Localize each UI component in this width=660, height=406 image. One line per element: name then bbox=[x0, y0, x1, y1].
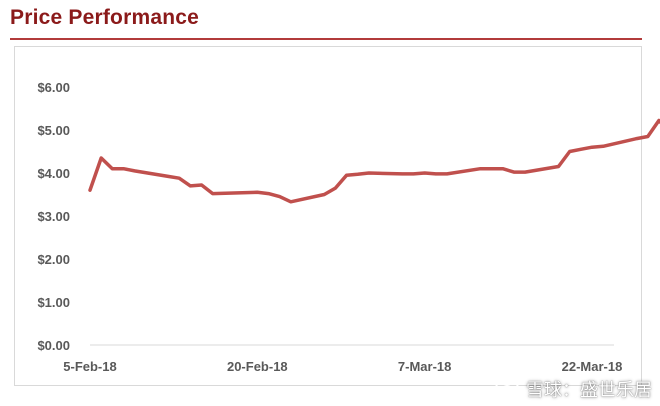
y-tick-label: $6.00 bbox=[37, 80, 70, 95]
x-tick-label: 22-Mar-18 bbox=[562, 359, 623, 374]
watermark-text: 雪球：盛世乐居 bbox=[526, 380, 652, 401]
y-axis: $0.00 $1.00 $2.00 $3.00 $4.00 $5.00 $6.00 bbox=[37, 80, 70, 353]
x-tick-label: 7-Mar-18 bbox=[398, 359, 451, 374]
x-axis: 5-Feb-18 20-Feb-18 7-Mar-18 22-Mar-18 bbox=[63, 359, 622, 374]
series-group bbox=[88, 118, 660, 204]
y-tick-label: $1.00 bbox=[37, 295, 70, 310]
x-tick-label: 20-Feb-18 bbox=[227, 359, 288, 374]
y-tick-label: $2.00 bbox=[37, 252, 70, 267]
y-tick-label: $3.00 bbox=[37, 209, 70, 224]
x-tick-label: 5-Feb-18 bbox=[63, 359, 116, 374]
chart-frame bbox=[14, 46, 642, 386]
watermark: 雪球：盛世乐居 bbox=[494, 376, 652, 402]
y-tick-label: $4.00 bbox=[37, 166, 70, 181]
page-title: Price Performance bbox=[10, 6, 199, 29]
title-divider bbox=[10, 38, 642, 40]
xueqiu-logo-icon bbox=[495, 377, 519, 401]
y-tick-label: $0.00 bbox=[37, 338, 70, 353]
price-line bbox=[88, 118, 660, 204]
y-tick-label: $5.00 bbox=[37, 123, 70, 138]
